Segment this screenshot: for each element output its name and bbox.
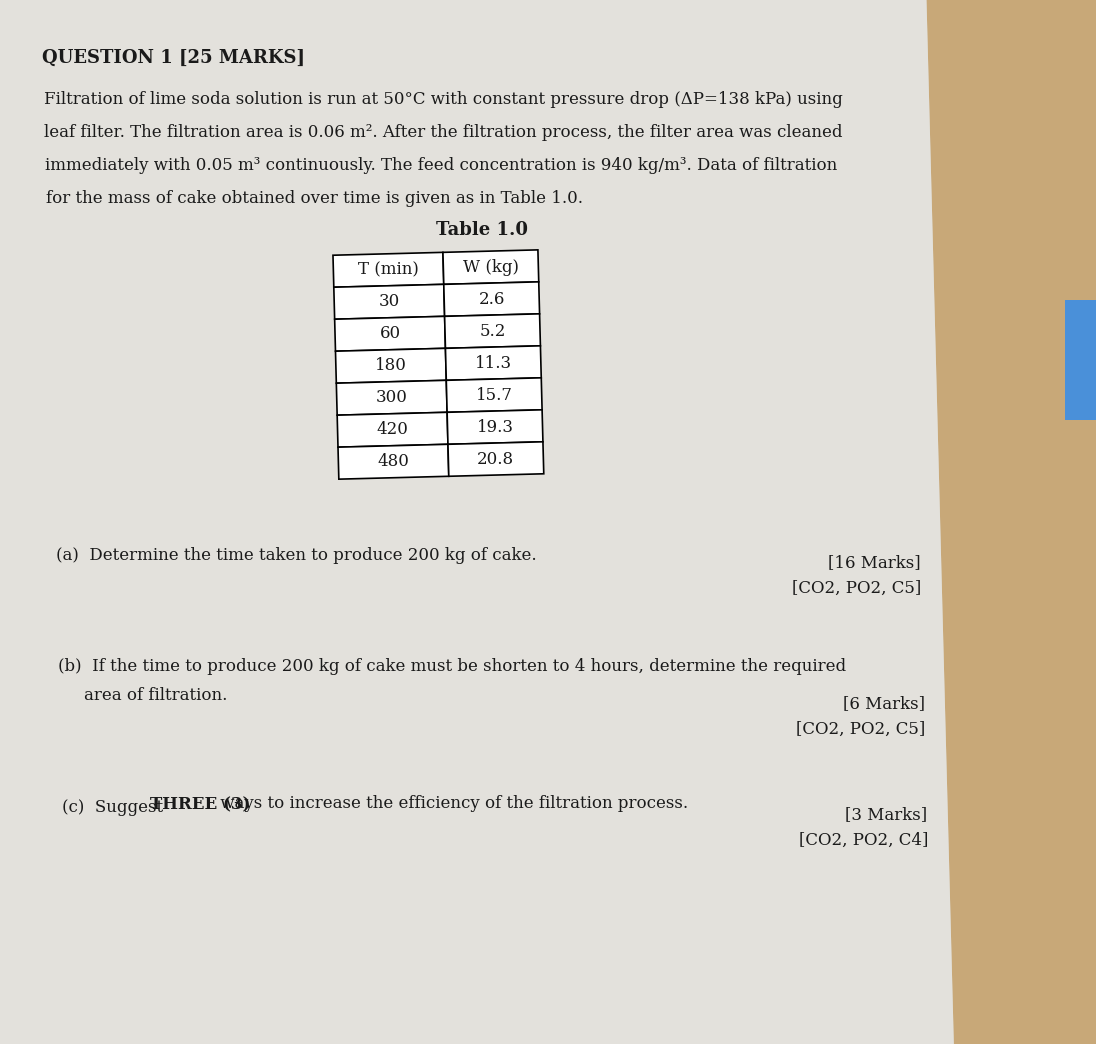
Text: (c)  Suggest: (c) Suggest	[62, 799, 169, 815]
FancyBboxPatch shape	[335, 349, 446, 383]
Text: 20.8: 20.8	[477, 451, 514, 468]
Polygon shape	[0, 0, 955, 1044]
Text: QUESTION 1 [25 MARKS]: QUESTION 1 [25 MARKS]	[43, 49, 306, 67]
FancyBboxPatch shape	[336, 380, 447, 416]
Text: [6 Marks]: [6 Marks]	[843, 695, 925, 712]
FancyBboxPatch shape	[446, 378, 543, 412]
Text: Table 1.0: Table 1.0	[436, 221, 528, 239]
Text: 15.7: 15.7	[476, 386, 513, 404]
Text: (b)  If the time to produce 200 kg of cake must be shorten to 4 hours, determine: (b) If the time to produce 200 kg of cak…	[58, 658, 846, 674]
Text: [CO2, PO2, C5]: [CO2, PO2, C5]	[792, 579, 922, 597]
Text: [3 Marks]: [3 Marks]	[845, 806, 927, 823]
Text: Filtration of lime soda solution is run at 50°C with constant pressure drop (ΔP=: Filtration of lime soda solution is run …	[44, 91, 843, 108]
Text: area of filtration.: area of filtration.	[84, 687, 228, 704]
Text: 300: 300	[376, 389, 408, 406]
Text: T (min): T (min)	[358, 261, 419, 279]
Text: 480: 480	[377, 453, 409, 470]
Text: [16 Marks]: [16 Marks]	[829, 554, 921, 571]
Polygon shape	[0, 0, 955, 1044]
Text: THREE (3): THREE (3)	[150, 797, 251, 813]
Text: [CO2, PO2, C4]: [CO2, PO2, C4]	[799, 832, 928, 849]
FancyBboxPatch shape	[448, 442, 544, 476]
Text: ways to increase the efficiency of the filtration process.: ways to increase the efficiency of the f…	[215, 794, 688, 811]
FancyBboxPatch shape	[447, 410, 543, 445]
Text: immediately with 0.05 m³ continuously. The feed concentration is 940 kg/m³. Data: immediately with 0.05 m³ continuously. T…	[45, 157, 837, 173]
Text: (a)  Determine the time taken to produce 200 kg of cake.: (a) Determine the time taken to produce …	[56, 547, 536, 564]
Text: leaf filter. The filtration area is 0.06 m². After the filtration process, the f: leaf filter. The filtration area is 0.06…	[45, 124, 843, 141]
FancyBboxPatch shape	[444, 282, 539, 316]
FancyBboxPatch shape	[445, 346, 541, 380]
Text: 5.2: 5.2	[479, 323, 505, 339]
Bar	[1065, 300, 1096, 420]
FancyBboxPatch shape	[338, 445, 448, 479]
Text: 11.3: 11.3	[475, 355, 512, 372]
Text: 30: 30	[378, 293, 400, 310]
FancyBboxPatch shape	[443, 250, 539, 284]
FancyBboxPatch shape	[338, 412, 448, 447]
Text: W (kg): W (kg)	[463, 259, 518, 276]
FancyBboxPatch shape	[334, 284, 445, 319]
FancyBboxPatch shape	[333, 253, 444, 287]
Text: 60: 60	[379, 326, 401, 342]
Text: 19.3: 19.3	[477, 419, 514, 435]
Text: [CO2, PO2, C5]: [CO2, PO2, C5]	[796, 721, 925, 738]
FancyBboxPatch shape	[334, 316, 445, 351]
Text: 180: 180	[375, 357, 407, 374]
FancyBboxPatch shape	[445, 314, 540, 349]
Text: for the mass of cake obtained over time is given as in Table 1.0.: for the mass of cake obtained over time …	[46, 190, 583, 207]
Text: 420: 420	[377, 421, 409, 438]
Text: 2.6: 2.6	[479, 290, 505, 308]
